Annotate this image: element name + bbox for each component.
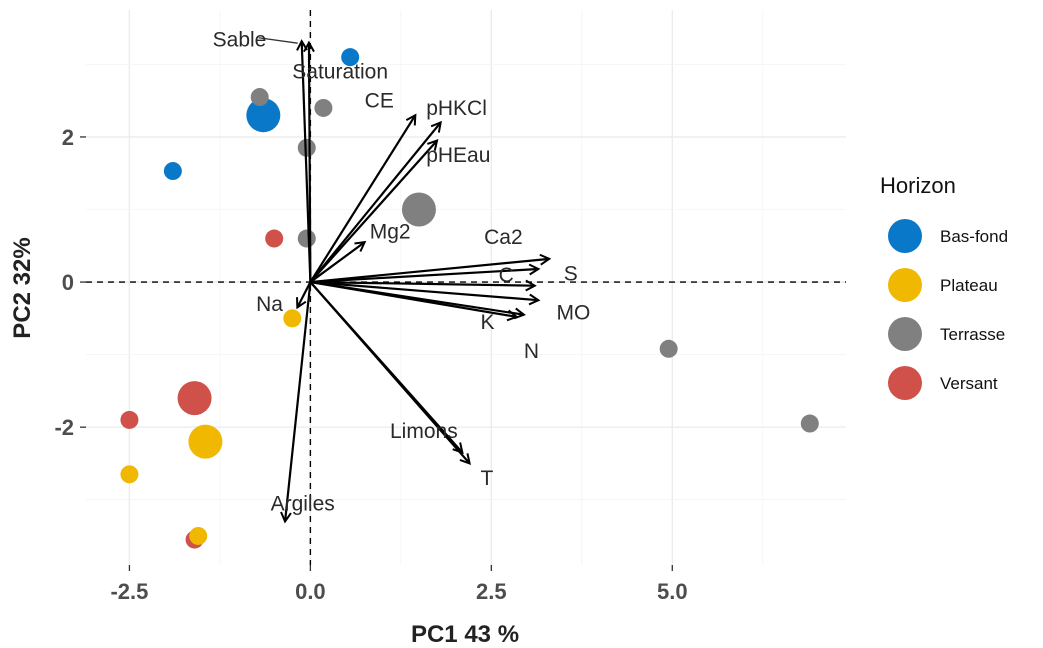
plot-background [86,10,846,565]
loading-arrow-phkcl [309,122,440,283]
loading-arrow-saturation [309,43,310,283]
loading-arrow-mo [310,280,538,300]
label-leader-sable [258,37,298,44]
x-axis-title: PC1 43 % [411,621,519,648]
loading-label-mo: MO [556,302,590,325]
score-point-plateau-15 [188,424,223,459]
score-point-terrasse-6 [401,192,436,227]
score-points [120,48,819,549]
score-point-terrasse-7 [297,229,316,248]
legend-key-terrasse [888,317,922,351]
loading-arrow-argiles [285,281,312,521]
loading-arrow-t [309,281,469,463]
legend-key-plateau [888,268,922,302]
loading-arrow-c [310,282,534,286]
legend-label-versant: Versant [940,374,998,393]
legend-label-terrasse: Terrasse [940,325,1005,344]
legend-label-bas-fond: Bas-fond [940,227,1008,246]
legend: Horizon Bas-fond Plateau Terrasse Versant [880,173,1008,400]
score-point-terrasse-3 [250,88,269,107]
score-point-plateau-17 [189,526,208,545]
score-point-bas-fond-0 [341,48,360,67]
legend-key-bas-fond [888,219,922,253]
legend-key-versant [888,366,922,400]
loading-label-argiles: Argiles [271,492,335,515]
loading-label-n: N [524,340,539,363]
x-tick-label: -2.5 [110,579,148,604]
y-tick-label: 2 [62,125,74,150]
legend-label-plateau: Plateau [940,276,998,295]
loading-arrow-na [297,281,312,307]
loading-arrow-s [310,269,538,284]
y-axis-title: PC2 32% [9,237,36,338]
score-point-versant-10 [265,229,284,248]
y-tick-label: -2 [54,415,74,440]
loading-arrow-ca2 [310,259,549,284]
loading-arrow-pheau [309,141,437,283]
legend-entries: Bas-fond Plateau Terrasse Versant [888,219,1008,400]
loading-label-pheau: pHEau [426,144,490,167]
x-tick-label: 2.5 [476,579,507,604]
score-point-terrasse-9 [800,414,819,433]
loading-label-limons: Limons [390,420,458,443]
loading-arrows [285,41,549,521]
loading-label-c: C [499,264,514,287]
loading-labels: Sable Saturation CE pHKCl pHEau Mg2 Ca2 S C MO K N N… [213,29,591,516]
loading-label-mg2: Mg2 [370,220,411,243]
score-point-bas-fond-1 [246,98,281,133]
loading-label-na: Na [256,293,283,316]
score-point-bas-fond-2 [163,162,182,181]
loading-arrow-n [310,280,524,315]
score-point-plateau-14 [283,309,302,328]
axes: -2.5 0.0 2.5 5.0 -2 0 2 [54,125,687,604]
score-point-plateau-16 [120,465,139,484]
x-tick-label: 5.0 [657,579,688,604]
score-point-terrasse-4 [314,98,333,117]
loading-label-s: S [564,262,578,285]
score-point-terrasse-5 [297,138,316,157]
loading-label-saturation: Saturation [292,61,388,84]
loading-label-k: K [480,311,494,334]
plot-panel: Sable Saturation CE pHKCl pHEau Mg2 Ca2 S C MO K N N… [86,10,846,565]
score-point-versant-12 [120,410,139,429]
loading-label-ce: CE [365,90,394,113]
score-point-terrasse-8 [659,339,678,358]
loading-label-phkcl: pHKCl [426,97,487,120]
loading-arrow-ce [309,115,415,283]
loading-label-ca2: Ca2 [484,226,523,249]
score-point-versant-11 [177,381,212,416]
loading-arrow-mg2 [309,242,364,283]
legend-title: Horizon [880,173,956,198]
loading-label-t: T [480,467,493,490]
x-tick-label: 0.0 [295,579,326,604]
loading-label-sable: Sable [213,29,267,52]
loading-arrow-sable [302,41,312,283]
y-tick-label: 0 [62,270,74,295]
